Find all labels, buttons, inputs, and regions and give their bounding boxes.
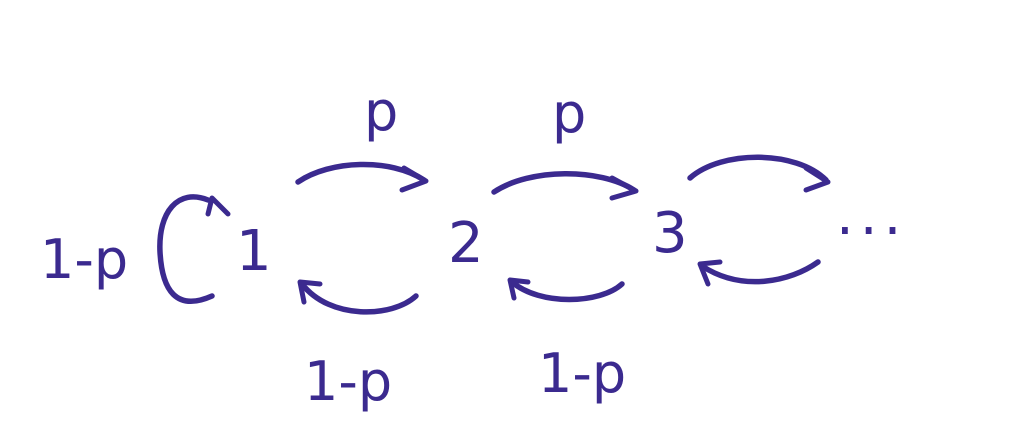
state-2-label: 2 (448, 211, 484, 276)
forward-arrow-2-3 (491, 171, 639, 201)
backward-label-2-1: 1-p (304, 350, 392, 413)
forward-arrow-3-next (687, 154, 831, 193)
backward-arrow-3-2 (507, 277, 625, 303)
state-1-label: 1 (236, 219, 272, 284)
self-loop-arrow-1 (157, 194, 231, 304)
self-loop-label: 1-p (40, 228, 128, 291)
forward-arrow-1-2 (295, 161, 429, 193)
forward-label-2-3: p (552, 82, 586, 145)
backward-arrow-2-1 (297, 279, 419, 315)
backward-arrow-next-3 (697, 259, 821, 287)
backward-label-3-2: 1-p (538, 342, 626, 405)
forward-label-1-2: p (364, 80, 398, 143)
state-3-label: 3 (652, 201, 688, 266)
continuation-ellipsis: ... (836, 183, 907, 248)
